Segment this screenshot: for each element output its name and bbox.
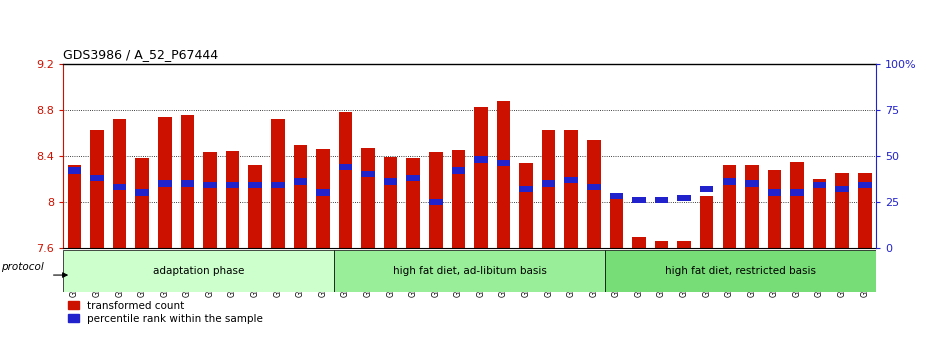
Bar xyxy=(610,200,623,248)
Bar xyxy=(248,182,262,188)
Bar xyxy=(610,193,623,199)
Bar xyxy=(452,150,465,248)
Bar xyxy=(271,182,285,188)
Bar xyxy=(474,107,487,248)
Bar xyxy=(723,178,736,185)
Bar xyxy=(655,197,669,203)
Bar xyxy=(294,178,307,185)
Bar xyxy=(361,148,375,248)
Bar xyxy=(429,152,443,248)
Bar xyxy=(587,140,601,248)
Bar xyxy=(767,170,781,248)
Bar xyxy=(497,160,511,166)
Bar xyxy=(136,189,149,196)
Bar xyxy=(406,158,420,248)
Bar xyxy=(858,173,871,248)
Bar xyxy=(226,151,239,248)
Bar xyxy=(835,186,849,192)
Bar xyxy=(677,241,691,248)
Bar xyxy=(180,180,194,187)
Bar xyxy=(68,165,81,248)
Bar xyxy=(384,178,397,185)
Bar xyxy=(248,165,262,248)
Legend: transformed count, percentile rank within the sample: transformed count, percentile rank withi… xyxy=(69,301,263,324)
Bar xyxy=(474,156,487,162)
Bar xyxy=(723,165,736,248)
Bar xyxy=(294,145,307,248)
Bar xyxy=(361,171,375,177)
Bar xyxy=(158,116,172,248)
Bar xyxy=(497,101,511,248)
Bar xyxy=(542,131,555,248)
Text: GDS3986 / A_52_P67444: GDS3986 / A_52_P67444 xyxy=(63,48,219,61)
Bar xyxy=(790,189,804,196)
Bar xyxy=(700,196,713,248)
Bar xyxy=(565,131,578,248)
Bar xyxy=(587,184,601,190)
Bar xyxy=(68,167,81,174)
Bar xyxy=(790,161,804,248)
Bar xyxy=(835,173,849,248)
Bar xyxy=(632,238,645,248)
Bar xyxy=(519,163,533,248)
Bar xyxy=(180,115,194,248)
Bar xyxy=(384,157,397,248)
Bar xyxy=(90,131,104,248)
Bar xyxy=(90,175,104,181)
Bar xyxy=(113,119,126,248)
Bar xyxy=(158,180,172,187)
Bar xyxy=(339,164,352,170)
Bar xyxy=(632,197,645,203)
Bar xyxy=(339,112,352,248)
Bar xyxy=(677,195,691,201)
FancyBboxPatch shape xyxy=(605,250,876,292)
Bar xyxy=(767,189,781,196)
Bar xyxy=(745,180,759,187)
Bar xyxy=(745,165,759,248)
Bar xyxy=(429,199,443,205)
Text: adaptation phase: adaptation phase xyxy=(153,266,245,276)
Bar xyxy=(542,180,555,187)
Bar xyxy=(565,177,578,183)
Bar xyxy=(519,186,533,192)
Bar xyxy=(452,167,465,174)
Bar xyxy=(204,182,217,188)
Bar xyxy=(655,241,669,248)
Bar xyxy=(813,182,827,188)
FancyBboxPatch shape xyxy=(334,250,605,292)
Bar xyxy=(406,175,420,181)
Bar xyxy=(813,179,827,248)
Bar xyxy=(858,182,871,188)
Text: high fat diet, ad-libitum basis: high fat diet, ad-libitum basis xyxy=(392,266,547,276)
Bar xyxy=(271,119,285,248)
Bar xyxy=(226,182,239,188)
Bar xyxy=(204,152,217,248)
Bar xyxy=(316,149,329,248)
Bar xyxy=(700,186,713,192)
FancyBboxPatch shape xyxy=(63,250,334,292)
Bar xyxy=(113,184,126,190)
Bar xyxy=(316,189,329,196)
Text: protocol: protocol xyxy=(2,262,45,272)
Bar xyxy=(136,158,149,248)
Text: high fat diet, restricted basis: high fat diet, restricted basis xyxy=(665,266,817,276)
